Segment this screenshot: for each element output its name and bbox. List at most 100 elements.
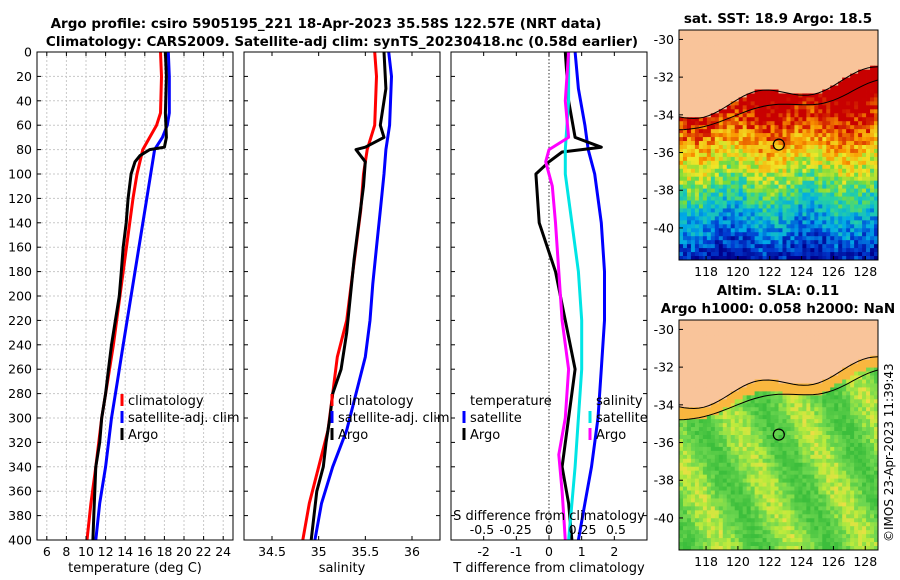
map-cell xyxy=(846,363,851,368)
map-cell xyxy=(786,244,791,249)
map-cell xyxy=(718,141,724,146)
map-cell xyxy=(838,379,843,384)
map-cell xyxy=(730,109,736,114)
map-cell xyxy=(686,446,692,452)
map-cell xyxy=(770,256,775,260)
map-cell xyxy=(714,240,720,245)
map-cell xyxy=(682,236,688,241)
map-cell xyxy=(842,427,847,432)
map-cell xyxy=(738,57,744,63)
map-cell xyxy=(794,252,799,257)
map-cell xyxy=(786,387,791,392)
map-cell xyxy=(854,419,859,424)
map-cell xyxy=(698,228,704,233)
map-cell xyxy=(702,383,708,388)
map-cell xyxy=(710,248,716,253)
map-cell xyxy=(830,228,835,233)
map-cell xyxy=(870,383,875,388)
map-cell xyxy=(778,188,783,193)
map-cell xyxy=(814,101,819,106)
map-cell xyxy=(679,160,684,166)
map-cell xyxy=(858,347,863,353)
map-cell xyxy=(874,121,878,126)
map-cell xyxy=(694,172,700,178)
map-cell xyxy=(710,320,716,325)
map-cell xyxy=(814,244,819,249)
map-cell xyxy=(706,438,712,444)
map-cell xyxy=(774,220,779,225)
map-cell xyxy=(726,49,732,55)
map-cell xyxy=(766,148,771,154)
map-cell xyxy=(846,61,851,67)
map-cell xyxy=(830,53,835,59)
map-cell xyxy=(826,81,831,86)
map-cell xyxy=(710,200,716,205)
map-cell xyxy=(842,431,847,436)
map-cell xyxy=(802,152,807,158)
map-cell xyxy=(714,61,720,67)
map-cell xyxy=(830,244,835,249)
map-cell xyxy=(874,224,878,229)
map-cell xyxy=(806,216,811,221)
map-cell xyxy=(738,121,744,126)
x-tick-label: 34.5 xyxy=(258,544,286,559)
map-cell xyxy=(738,371,744,376)
map-cell xyxy=(706,331,712,337)
map-cell xyxy=(870,224,875,229)
map-cell xyxy=(714,97,720,102)
map-cell xyxy=(726,339,732,345)
map-cell xyxy=(834,30,839,35)
map-cell xyxy=(698,256,704,260)
map-cell xyxy=(679,240,684,245)
map-cell xyxy=(798,196,803,201)
map-cell xyxy=(838,184,843,190)
map-cell xyxy=(778,45,783,51)
map-cell xyxy=(686,359,692,365)
map-cell xyxy=(822,423,827,428)
map-cell xyxy=(750,450,756,456)
map-cell xyxy=(782,224,787,229)
map-cell xyxy=(682,45,688,51)
map-cell xyxy=(822,240,827,245)
map-cell xyxy=(762,109,767,114)
map-cell xyxy=(806,73,811,78)
figure-title-line2: Climatology: CARS2009. Satellite-adj cli… xyxy=(46,34,638,50)
map-cell xyxy=(730,176,736,182)
map-cell xyxy=(690,383,696,388)
map-cell xyxy=(834,232,839,237)
map-cell xyxy=(818,220,823,225)
map-cell xyxy=(718,57,724,63)
map-cell xyxy=(702,133,708,138)
map-cell xyxy=(738,411,744,416)
map-cell xyxy=(818,427,823,432)
map-cell xyxy=(770,208,775,213)
map-cell xyxy=(738,192,744,197)
map-cell xyxy=(718,252,724,257)
map-cell xyxy=(854,343,859,349)
map-cell xyxy=(838,53,843,59)
map-cell xyxy=(766,172,771,178)
map-cell xyxy=(718,41,724,47)
map-cell xyxy=(742,188,748,193)
map-cell xyxy=(794,256,799,260)
map-cell xyxy=(762,168,767,174)
map-cell xyxy=(679,252,684,257)
map-cell xyxy=(774,454,779,460)
map-cell xyxy=(850,172,855,178)
map-cell xyxy=(830,403,835,408)
map-cell xyxy=(794,395,799,400)
map-cell xyxy=(874,109,878,114)
map-cell xyxy=(822,391,827,396)
map-cell xyxy=(810,113,815,118)
map-cell xyxy=(710,204,716,209)
map-cell xyxy=(806,81,811,86)
map-cell xyxy=(802,367,807,372)
map-cell xyxy=(766,256,771,260)
map-cell xyxy=(718,446,724,452)
map-cell xyxy=(758,367,763,372)
map-cell xyxy=(850,93,855,98)
map-cell xyxy=(870,141,875,146)
map-cell xyxy=(722,176,728,182)
map-cell xyxy=(710,45,716,51)
map-cell xyxy=(754,109,759,114)
